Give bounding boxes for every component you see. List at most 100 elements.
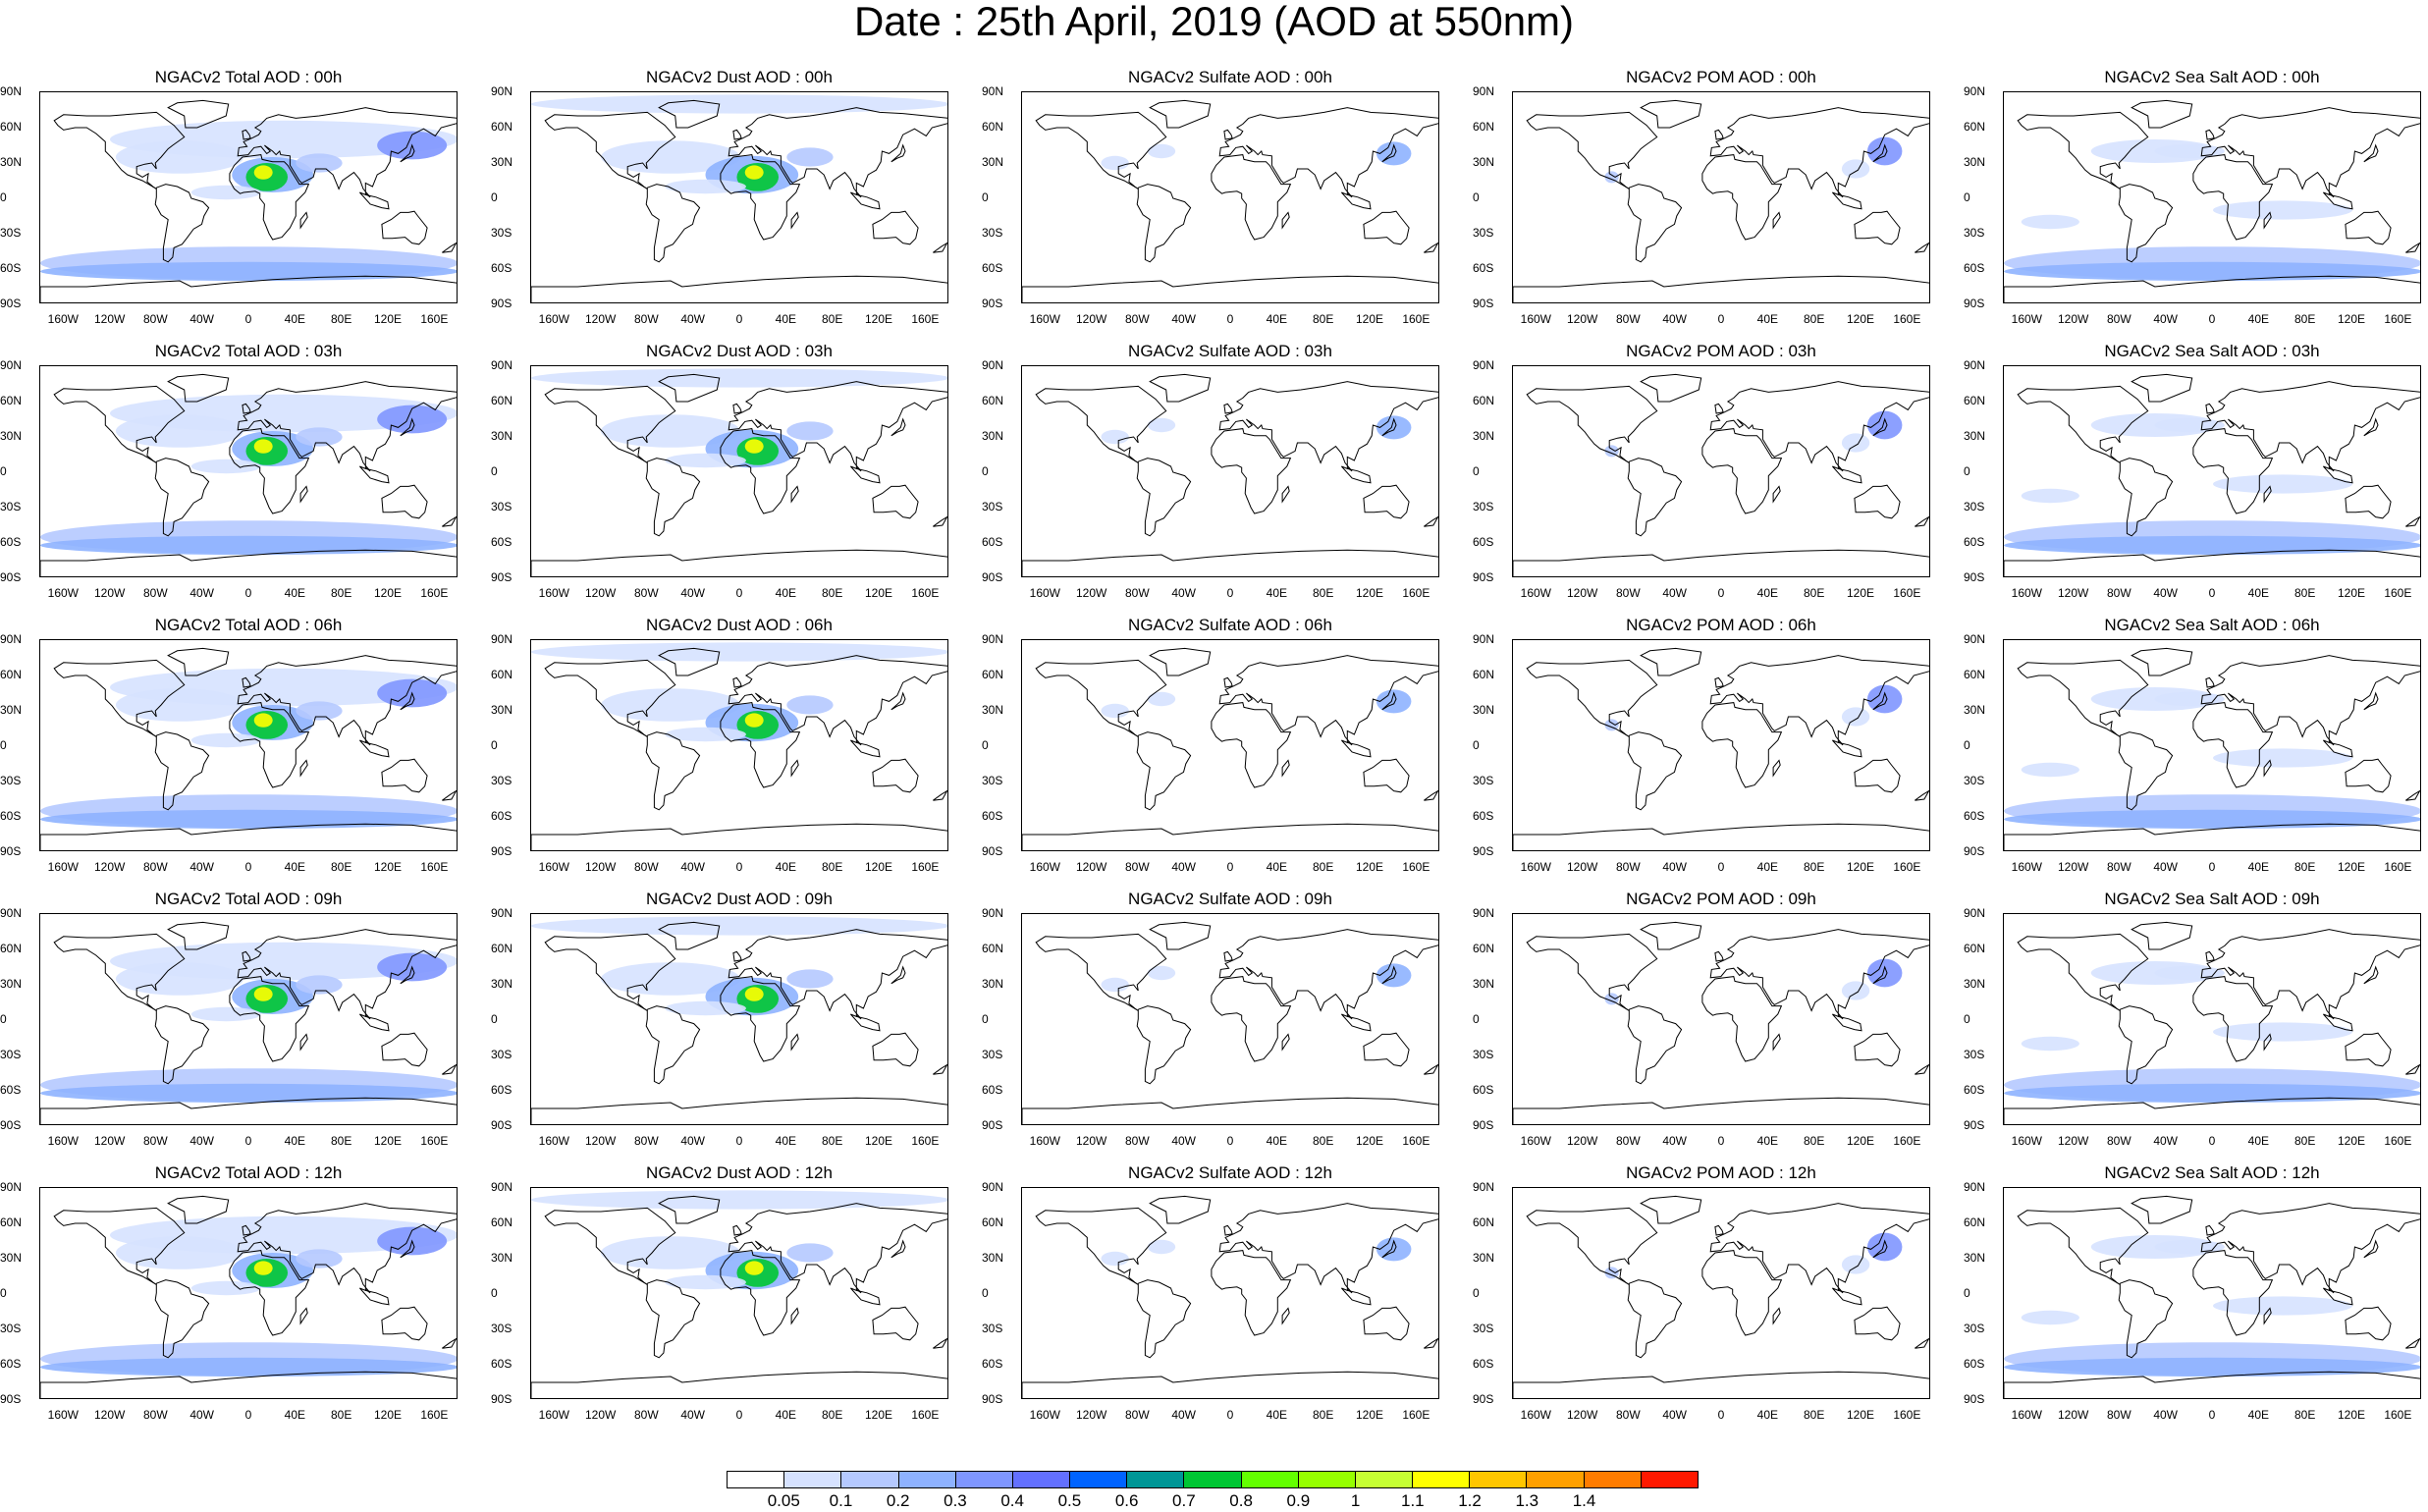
coastline-eurasia: [1709, 929, 1929, 1020]
coastline-new-zealand: [442, 242, 457, 253]
coastline-antarctica: [531, 549, 947, 576]
aod-map-panel: [2003, 639, 2421, 851]
coastline-indonesia: [1832, 1287, 1862, 1306]
lon-tick-label: 120E: [373, 1134, 403, 1148]
coastline-madagascar: [299, 211, 308, 230]
lat-tick-label: 30N: [491, 429, 513, 443]
coastline-madagascar: [790, 485, 799, 504]
lon-tick-label: 120W: [94, 1408, 126, 1422]
lat-tick-label: 30N: [1473, 1251, 1495, 1265]
lon-tick-label: 80E: [1803, 1408, 1825, 1422]
coastline-uk: [242, 1224, 251, 1236]
coastline-south-america: [1627, 731, 1683, 811]
coastline-madagascar: [2263, 759, 2272, 778]
aerosol-field: [2021, 762, 2079, 778]
coastline-australia: [2345, 758, 2392, 793]
lat-tick-label: 30N: [1964, 977, 1986, 991]
lat-tick-label: 30S: [1473, 1322, 1494, 1335]
coastline-madagascar: [790, 211, 799, 230]
coastline-eurasia: [728, 1203, 947, 1294]
lon-tick-label: 160E: [1402, 860, 1430, 874]
lat-tick-label: 30N: [0, 429, 23, 443]
lon-tick-label: 80E: [1312, 586, 1334, 600]
colorbar-swatch: [955, 1472, 1013, 1487]
lon-tick-label: 40E: [2247, 586, 2269, 600]
colorbar-swatch: [1470, 1472, 1528, 1487]
lon-tick-label: 160E: [1893, 860, 1921, 874]
panel-title: NGACv2 Sulfate AOD : 09h: [1128, 890, 1332, 908]
coastline-greenland: [1640, 373, 1702, 403]
lon-tick-label: 160W: [2011, 1134, 2043, 1148]
aerosol-field: [190, 1006, 261, 1022]
lon-tick-label: 80E: [1803, 586, 1825, 600]
aerosol-field: [531, 1190, 947, 1210]
coastline-madagascar: [1281, 759, 1290, 778]
lat-tick-label: 30S: [1964, 500, 1985, 513]
lat-tick-label: 60S: [1964, 1083, 1985, 1097]
lat-tick-label: 0: [1964, 464, 1970, 478]
coastline-north-america: [544, 385, 676, 463]
coastline-japan: [1381, 143, 1397, 163]
coastline-indonesia: [850, 465, 881, 484]
coastline-greenland: [167, 373, 230, 403]
aerosol-field: [1147, 691, 1176, 707]
panel-title: NGACv2 Dust AOD : 12h: [646, 1163, 833, 1182]
lat-tick-label: 90S: [0, 297, 22, 310]
lon-tick-label: 40E: [284, 1134, 305, 1148]
lat-tick-label: 90N: [1473, 84, 1495, 98]
lon-tick-label: 40E: [2247, 860, 2269, 874]
lon-tick-label: 0: [2208, 312, 2216, 326]
lon-tick-label: 0: [1717, 1134, 1725, 1148]
lon-tick-label: 80E: [330, 1134, 352, 1148]
lat-tick-label: 30S: [1473, 1048, 1494, 1061]
lat-tick-label: 60N: [0, 120, 23, 134]
lat-tick-label: 30S: [0, 1048, 22, 1061]
coastline-north-america: [2017, 111, 2149, 189]
lat-tick-label: 60N: [1473, 120, 1495, 134]
lon-tick-label: 80W: [2106, 586, 2131, 600]
coastline-australia: [2345, 484, 2392, 519]
lon-tick-label: 120E: [864, 860, 893, 874]
coastline-japan: [890, 143, 906, 163]
lon-tick-label: 40W: [680, 860, 705, 874]
aod-map-panel: [1021, 365, 1439, 577]
coastline-madagascar: [790, 759, 799, 778]
coastline-japan: [1381, 691, 1397, 711]
coastline-new-zealand: [2405, 1337, 2420, 1349]
lon-tick-label: 120E: [2337, 1134, 2366, 1148]
lat-tick-label: 60N: [491, 1215, 513, 1229]
coastline-japan: [400, 691, 415, 711]
coastline-north-america: [2017, 1207, 2149, 1285]
lat-tick-label: 90N: [491, 1180, 513, 1194]
lon-tick-label: 80W: [1615, 586, 1641, 600]
coastline-antarctica: [40, 823, 457, 850]
coastline-uk: [1223, 950, 1233, 962]
lat-tick-label: 60N: [1964, 668, 1986, 681]
lat-tick-label: 90S: [1964, 844, 1985, 858]
lon-tick-label: 0: [2208, 586, 2216, 600]
lat-tick-label: 0: [1964, 1286, 1970, 1300]
aerosol-field: [601, 962, 740, 996]
coastline-indonesia: [1832, 1013, 1862, 1032]
aerosol-field: [786, 969, 834, 989]
lat-tick-label: 60S: [1964, 1357, 1985, 1371]
lon-tick-label: 160W: [2011, 586, 2043, 600]
coastline-south-america: [645, 731, 701, 811]
lat-tick-label: 0: [982, 464, 989, 478]
lon-tick-label: 120E: [1355, 860, 1384, 874]
coastline-africa: [1701, 1250, 1783, 1336]
lon-tick-label: 120W: [585, 1408, 617, 1422]
coastline-north-america: [1526, 933, 1658, 1011]
colorbar-swatch: [1355, 1472, 1414, 1487]
coastline-new-zealand: [933, 515, 947, 527]
aerosol-field: [2154, 143, 2225, 159]
coastline-antarctica: [2004, 1371, 2420, 1398]
lat-tick-label: 60N: [1473, 1215, 1495, 1229]
coastline-uk: [242, 676, 251, 688]
lon-tick-label: 0: [244, 1408, 252, 1422]
panel-title: NGACv2 POM AOD : 12h: [1626, 1163, 1816, 1182]
lon-tick-label: 80E: [1803, 1134, 1825, 1148]
map-svg: [1022, 647, 1438, 850]
lat-tick-label: 90S: [1964, 1392, 1985, 1406]
aerosol-field: [531, 642, 947, 662]
